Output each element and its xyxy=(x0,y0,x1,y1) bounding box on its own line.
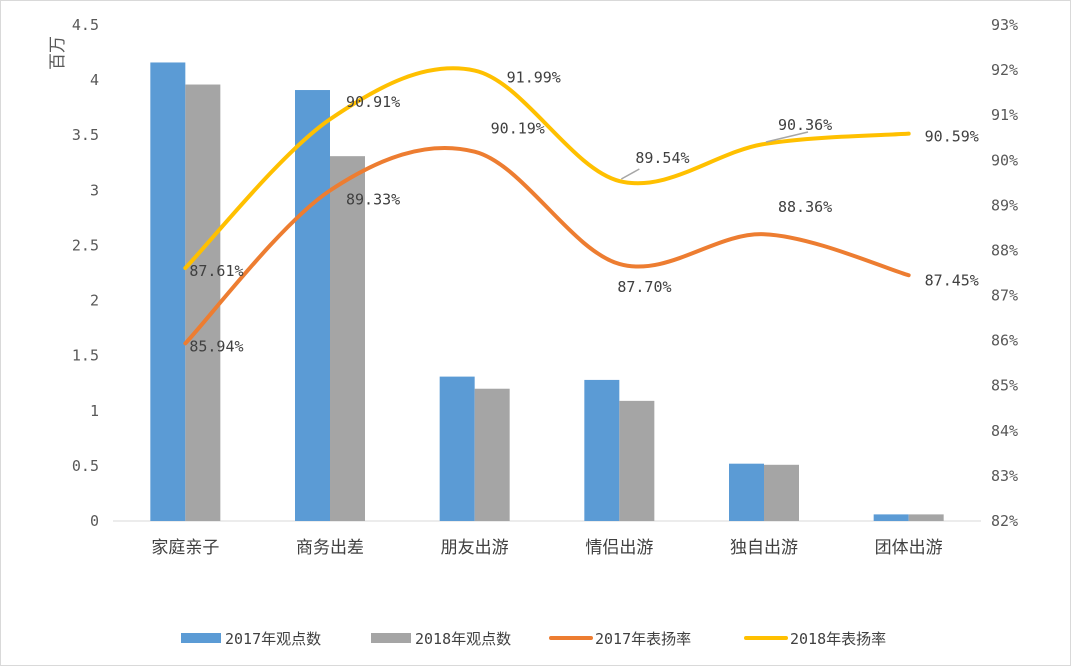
y-left-unit-label: 百万 xyxy=(48,36,68,70)
data-label-2018: 89.54% xyxy=(635,149,689,167)
leader-line xyxy=(765,131,809,143)
y-left-tick-label: 0.5 xyxy=(72,457,99,475)
y-right-tick-label: 86% xyxy=(991,332,1018,350)
data-label-2018: 90.91% xyxy=(346,93,400,111)
x-category-label: 朋友出游 xyxy=(441,538,509,558)
y-right-tick-label: 92% xyxy=(991,61,1018,79)
y-left-tick-label: 2 xyxy=(90,292,99,310)
y-right-tick-label: 85% xyxy=(991,377,1018,395)
y-left-tick-label: 1.5 xyxy=(72,347,99,365)
data-label-2018: 90.59% xyxy=(925,128,979,146)
bar-2017 xyxy=(729,463,764,521)
legend-label: 2017年表扬率 xyxy=(595,630,691,648)
data-label-2017: 85.94% xyxy=(189,337,243,355)
bar-2018 xyxy=(908,514,944,521)
legend-swatch-bar xyxy=(371,633,411,643)
y-left-tick-label: 3.5 xyxy=(72,126,99,144)
y-right-tick-label: 93% xyxy=(991,16,1018,34)
bar-2018 xyxy=(474,388,510,521)
data-label-2017: 88.36% xyxy=(778,198,832,216)
x-category-label: 团体出游 xyxy=(875,538,943,558)
x-category-label: 情侣出游 xyxy=(585,538,653,558)
legend-label: 2018年观点数 xyxy=(415,630,511,648)
y-left-tick-label: 4 xyxy=(90,71,99,89)
leader-line xyxy=(620,168,640,180)
y-right-tick-label: 84% xyxy=(991,422,1018,440)
bar-2017 xyxy=(295,90,330,521)
y-right-tick-label: 87% xyxy=(991,287,1018,305)
data-label-2017: 87.45% xyxy=(925,271,979,289)
data-label-2017: 87.70% xyxy=(617,278,671,296)
bar-2018 xyxy=(185,84,221,522)
line-2017-praise-rate xyxy=(183,146,911,346)
bar-2017 xyxy=(584,379,620,521)
data-label-2018: 90.36% xyxy=(778,116,832,134)
y-right-tick-label: 83% xyxy=(991,467,1018,485)
data-label-2018: 87.61% xyxy=(189,262,243,280)
y-right-tick-label: 82% xyxy=(991,512,1018,530)
legend-label: 2018年表扬率 xyxy=(790,630,886,648)
bar-2017 xyxy=(873,514,909,521)
line-2018-praise-rate xyxy=(183,66,911,271)
data-labels-layer: 85.94% 89.33% 90.19% 87.70% 88.36% 87.45% 87.6… xyxy=(189,69,979,356)
legend-label: 2017年观点数 xyxy=(225,630,321,648)
axes-layer: 0 0.5 1 1.5 2 2.5 3 3.5 4 4.5百万 82% 83% 84% 85% 86% 87%… xyxy=(48,16,1018,558)
data-label-2018: 91.99% xyxy=(507,69,561,87)
x-category-label: 独自出游 xyxy=(730,538,798,558)
data-label-2017: 89.33% xyxy=(346,190,400,208)
y-right-tick-label: 89% xyxy=(991,196,1018,214)
y-left-tick-label: 3 xyxy=(90,181,99,199)
y-left-tick-label: 1 xyxy=(90,402,99,420)
bar-2017 xyxy=(150,62,186,521)
bar-2017 xyxy=(439,376,475,521)
y-right-tick-label: 91% xyxy=(991,106,1018,124)
x-category-label: 商务出差 xyxy=(296,538,364,558)
y-left-tick-label: 2.5 xyxy=(72,236,99,254)
legend: 2017年观点数 2018年观点数 2017年表扬率 2018年表扬率 xyxy=(181,630,886,648)
data-label-2017: 90.19% xyxy=(491,120,545,138)
y-right-tick-label: 90% xyxy=(991,151,1018,169)
y-left-tick-label: 0 xyxy=(90,512,99,530)
bars-layer xyxy=(150,62,944,522)
lines-layer xyxy=(183,66,911,346)
y-left-tick-label: 4.5 xyxy=(72,16,99,34)
y-right-tick-label: 88% xyxy=(991,241,1018,259)
bar-2018 xyxy=(330,156,365,522)
x-category-label: 家庭亲子 xyxy=(151,538,219,558)
legend-swatch-bar xyxy=(181,633,221,643)
bar-2018 xyxy=(619,400,655,521)
bar-2018 xyxy=(764,464,799,521)
